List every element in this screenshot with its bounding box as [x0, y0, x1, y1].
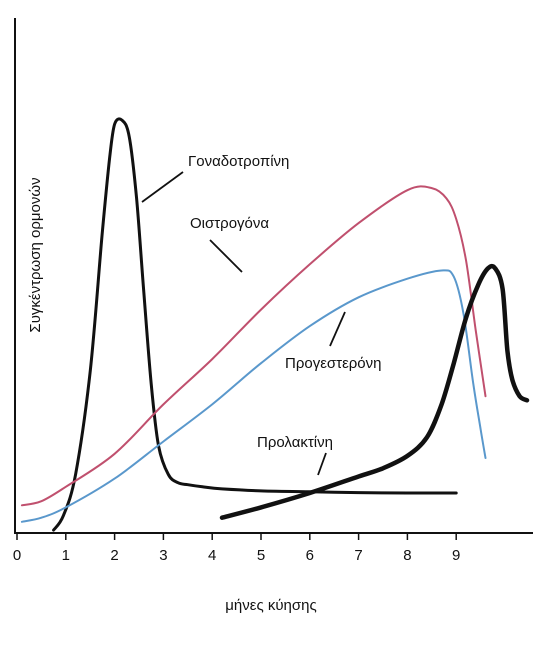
- estrogen-label: Οιστρογόνα: [190, 215, 269, 232]
- x-tick-label: 3: [159, 547, 167, 564]
- series-annotations: Γοναδοτροπίνη Οιστρογόνα Προγεστερόνη Προλα…: [141, 153, 381, 476]
- x-tick-label: 0: [13, 547, 21, 564]
- gonadotropin-label: Γοναδοτροπίνη: [188, 153, 289, 170]
- progesterone-line: [20, 269, 487, 523]
- annotation-leader-line: [329, 311, 346, 347]
- y-axis-title: Συγκέντρωση ορμονών: [27, 177, 44, 332]
- x-axis-title: μήνες κύησης: [225, 597, 316, 614]
- x-tick-label: 2: [110, 547, 118, 564]
- estrogen-line: [20, 185, 487, 507]
- annotation-leader-line: [209, 239, 243, 273]
- prolactin-line: [219, 263, 530, 520]
- x-tick-label: 5: [257, 547, 265, 564]
- x-tick-label: 7: [354, 547, 362, 564]
- x-tick-label: 4: [208, 547, 216, 564]
- annotation-leader-line: [317, 452, 327, 476]
- x-tick-label: 1: [62, 547, 70, 564]
- x-tick-label: 8: [403, 547, 411, 564]
- gonadotropin-line: [52, 117, 458, 532]
- progesterone-label: Προγεστερόνη: [285, 355, 381, 372]
- prolactin-label: Προλακτίνη: [257, 434, 333, 451]
- x-tick-label: 9: [452, 547, 460, 564]
- x-ticks: 0 1 2 3 4 5 6 7 8 9: [13, 533, 460, 564]
- x-tick-label: 6: [306, 547, 314, 564]
- series-lines: [20, 117, 530, 532]
- annotation-leader-line: [141, 171, 184, 203]
